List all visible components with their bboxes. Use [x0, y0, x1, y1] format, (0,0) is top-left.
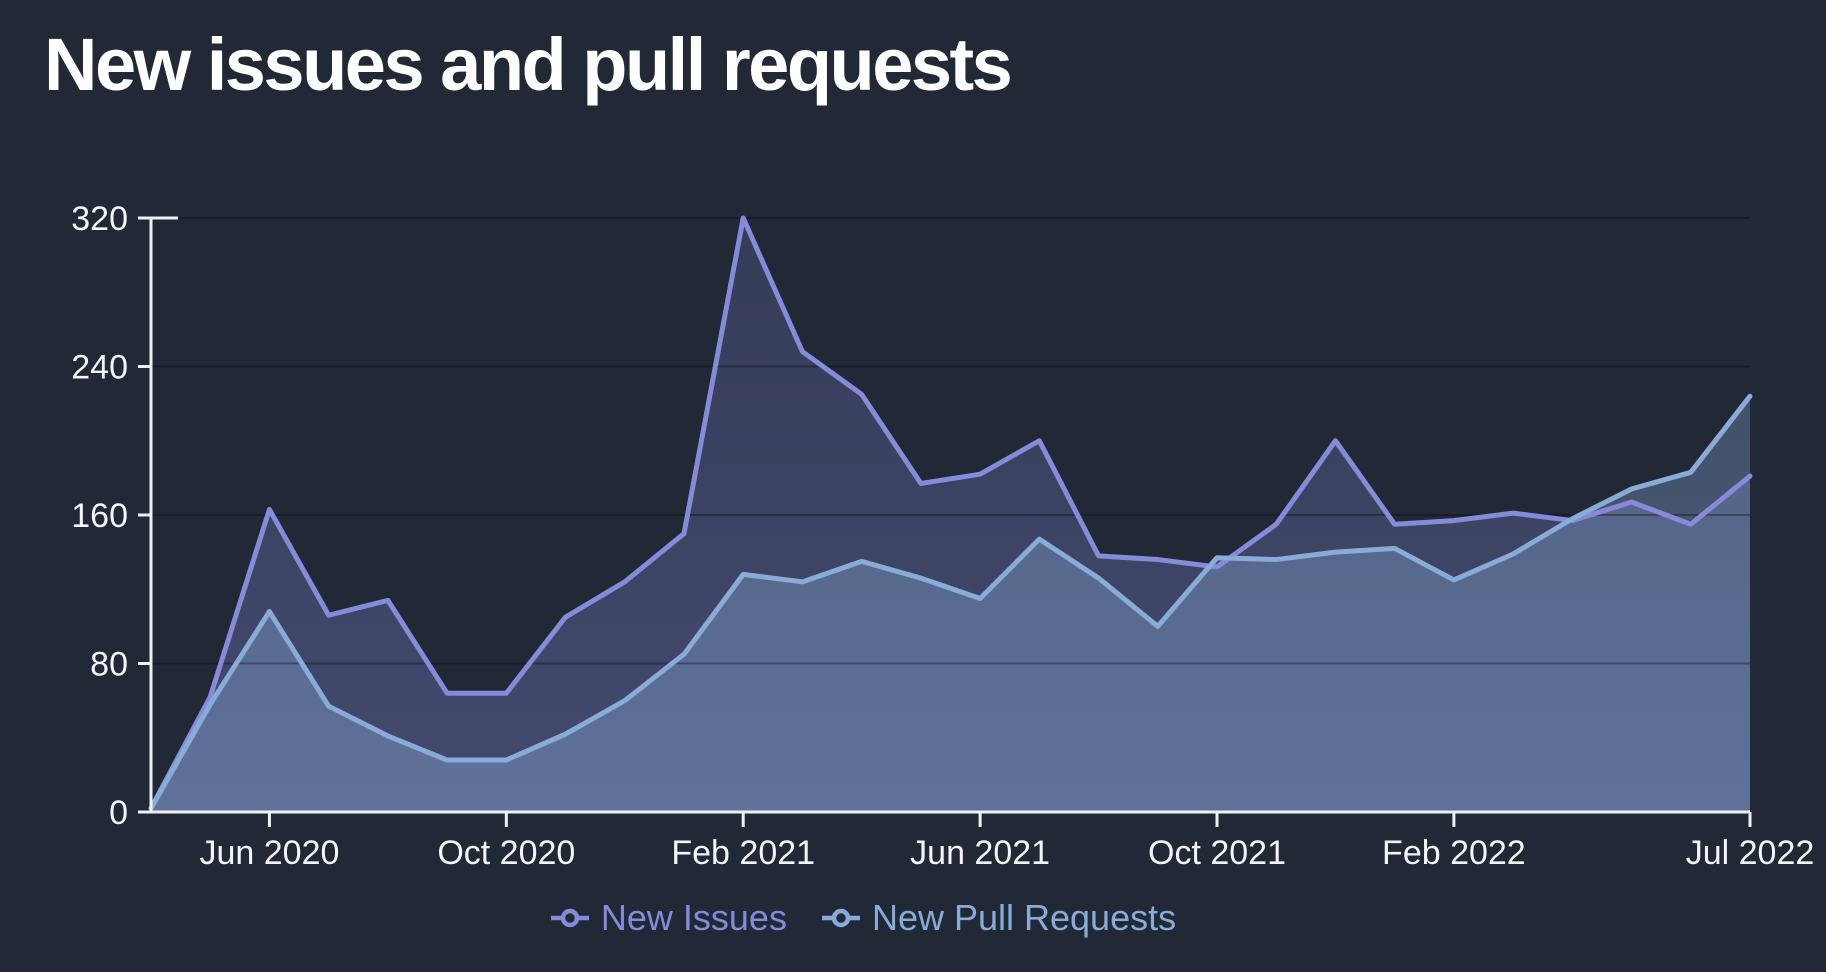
legend-item-new-issues[interactable]: New Issues [550, 900, 787, 936]
x-tick-label-feb-2021: Feb 2021 [671, 834, 815, 872]
series-area-new-pull-requests [151, 396, 1750, 812]
x-tick-label-oct-2021: Oct 2021 [1148, 834, 1286, 872]
series-lines [148, 215, 1753, 811]
x-tick-label-jun-2020: Jun 2020 [199, 834, 339, 872]
legend-label-new-issues: New Issues [600, 897, 787, 938]
line-marker-icon [550, 908, 589, 928]
series-areas [151, 218, 1750, 812]
y-tick-label-240: 240 [71, 349, 128, 387]
series-line-new-issues [148, 215, 1753, 811]
line-marker-icon [821, 908, 860, 928]
x-tick-label-oct-2020: Oct 2020 [437, 834, 575, 872]
legend-label-new-pull-requests: New Pull Requests [871, 897, 1177, 938]
y-tick-label-320: 320 [71, 200, 128, 238]
x-tick-label-feb-2022: Feb 2022 [1382, 834, 1526, 872]
x-tick-label-jun-2021: Jun 2021 [910, 834, 1050, 872]
chart-title: New issues and pull requests [44, 23, 1013, 106]
series-line-new-pull-requests [148, 393, 1753, 811]
y-tick-label-160: 160 [71, 497, 128, 535]
axis-labels: 0 80 160 240 320 Jun 2020 Oct 2020 Feb 2021 Jun … [71, 200, 1814, 872]
chart-legend: New Issues New Pull Requests [0, 900, 1726, 936]
y-tick-label-0: 0 [109, 794, 128, 832]
axes [138, 216, 1752, 827]
y-tick-label-80: 80 [90, 646, 128, 684]
legend-item-new-pull-requests[interactable]: New Pull Requests [821, 900, 1176, 936]
x-tick-label-jul-2022: Jul 2022 [1686, 834, 1815, 872]
